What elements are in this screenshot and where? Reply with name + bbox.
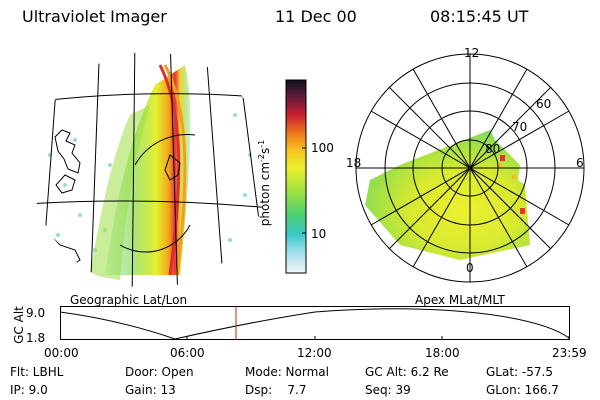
- date-label: 11 Dec 00: [275, 7, 357, 26]
- colorbar-tick-100: 100: [311, 141, 334, 155]
- colorbar-unit-label-text: photon cm: [258, 161, 272, 227]
- status-glon: GLon: 166.7: [486, 383, 559, 397]
- mlat-label-80: 80: [485, 142, 501, 156]
- orbit-altitude-timeline: [60, 306, 570, 340]
- colorbar-unit-s: s: [258, 147, 272, 154]
- status-door: Door: Open: [125, 365, 194, 379]
- timeline-xtick-0000: 00:00: [44, 346, 79, 360]
- timeline-xtick-2359: 23:59: [552, 346, 587, 360]
- left-panel-caption: Geographic Lat/Lon: [70, 293, 188, 307]
- mlat-label-70: 70: [512, 120, 528, 134]
- status-ip: IP: 9.0: [10, 383, 48, 397]
- timeline-xtick-0600: 06:00: [170, 346, 205, 360]
- status-glat: GLat: -57.5: [486, 365, 553, 379]
- mlt-label-18: 18: [346, 156, 362, 170]
- mlat-label-60: 60: [536, 97, 552, 111]
- timeline-xtick-1200: 12:00: [297, 346, 332, 360]
- status-gain: Gain: 13: [125, 383, 176, 397]
- status-dsp: Dsp: 7.7: [245, 383, 307, 397]
- instrument-title: Ultraviolet Imager: [22, 7, 167, 26]
- right-panel-caption: Apex MLat/MLT: [415, 293, 505, 307]
- timeline-ytick-1.8: 1.8: [26, 331, 46, 345]
- colorbar-tick-10: 10: [311, 227, 327, 241]
- status-seq: Seq: 39: [365, 383, 411, 397]
- time-label: 08:15:45 UT: [430, 7, 529, 26]
- mlt-label-6: 6: [576, 156, 584, 170]
- timeline-ylabel: GC Alt: [12, 306, 26, 344]
- mlt-label-0: 0: [466, 261, 474, 275]
- timeline-xtick-1800: 18:00: [425, 346, 460, 360]
- polar-mlat-mlt-plot: [340, 45, 600, 295]
- timeline-ytick-9: 9.0: [26, 306, 46, 320]
- geographic-auroral-image: [32, 52, 268, 288]
- colorbar-unit-label: photon cm-2s-1: [257, 113, 272, 253]
- status-mode: Mode: Normal: [245, 365, 329, 379]
- mlt-label-12: 12: [464, 46, 480, 60]
- colorbar: [285, 79, 307, 274]
- colorbar-unit-exp2: -1: [257, 139, 266, 148]
- status-gc-alt: GC Alt: 6.2 Re: [365, 365, 449, 379]
- status-filter: Flt: LBHL: [10, 365, 64, 379]
- colorbar-unit-exp1: -2: [257, 153, 266, 162]
